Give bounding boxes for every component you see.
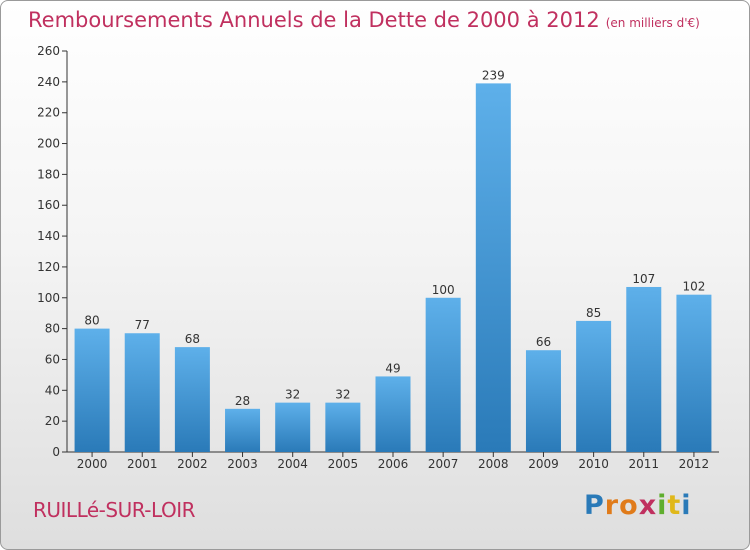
value-label-2012: 102 — [682, 280, 705, 294]
x-tick-label-2008: 2008 — [478, 457, 509, 471]
y-tick-label: 80 — [45, 322, 60, 336]
y-tick-label: 40 — [45, 383, 60, 397]
bar-2001 — [124, 333, 160, 452]
bar-2007 — [425, 297, 461, 452]
y-tick-label: 180 — [37, 167, 60, 181]
value-label-2005: 32 — [335, 388, 350, 402]
x-tick-label-2011: 2011 — [628, 457, 659, 471]
bar-2011 — [626, 286, 662, 452]
x-tick-label-2009: 2009 — [528, 457, 559, 471]
logo-letter: o — [619, 490, 639, 521]
value-label-2000: 80 — [84, 314, 99, 328]
proxiti-logo: Proxiti — [584, 490, 692, 521]
commune-name: RUILLé-SUR-LOIR — [33, 498, 196, 522]
y-tick-label: 220 — [37, 106, 60, 120]
y-tick-label: 260 — [37, 44, 60, 58]
x-tick-label-2003: 2003 — [227, 457, 258, 471]
bar-2009 — [525, 350, 561, 452]
x-tick-label-2004: 2004 — [277, 457, 308, 471]
value-label-2009: 66 — [536, 335, 551, 349]
bar-2006 — [375, 376, 411, 452]
x-tick-label-2001: 2001 — [127, 457, 158, 471]
value-label-2006: 49 — [385, 361, 400, 375]
y-tick-label: 60 — [45, 352, 60, 366]
logo-letter: P — [584, 490, 605, 521]
y-tick-label: 100 — [37, 291, 60, 305]
y-tick-label: 120 — [37, 260, 60, 274]
value-label-2011: 107 — [632, 272, 655, 286]
y-tick-label: 140 — [37, 229, 60, 243]
bar-2010 — [576, 320, 612, 452]
bar-2005 — [325, 402, 361, 452]
title-text: Remboursements Annuels de la Dette de 20… — [28, 8, 600, 32]
value-label-2003: 28 — [235, 394, 250, 408]
y-tick-label: 0 — [52, 445, 60, 459]
bar-2004 — [275, 402, 311, 452]
y-tick-label: 20 — [45, 414, 60, 428]
y-tick-label: 240 — [37, 75, 60, 89]
bars: 80 77 68 28 32 32 49 100 239 66 85 107 102 — [74, 68, 712, 452]
x-tick-label-2005: 2005 — [328, 457, 359, 471]
x-tick-label-2007: 2007 — [428, 457, 459, 471]
bar-2000 — [74, 328, 110, 452]
x-axis: 2000 2001 2002 2003 2004 2005 2006 2007 2008 2009… — [67, 451, 719, 471]
chart-title: Remboursements Annuels de la Dette de 20… — [28, 8, 700, 32]
value-label-2010: 85 — [586, 306, 601, 320]
x-tick-label-2002: 2002 — [177, 457, 208, 471]
bar-2002 — [174, 347, 210, 452]
value-label-2007: 100 — [432, 283, 455, 297]
logo-letter: x — [638, 490, 658, 521]
y-tick-label: 160 — [37, 198, 60, 212]
y-axis: 0 20 40 60 80 100 120 140 160 180 200 220 240 260 — [37, 44, 68, 459]
logo-letter: r — [604, 490, 620, 521]
value-label-2002: 68 — [185, 332, 200, 346]
y-tick-label: 200 — [37, 137, 60, 151]
value-label-2001: 77 — [135, 318, 150, 332]
x-tick-label-2000: 2000 — [77, 457, 108, 471]
logo-letter: i — [681, 490, 692, 521]
bar-2003 — [225, 408, 261, 452]
bar-2008 — [475, 83, 511, 452]
unit-label: (en milliers d'€) — [605, 16, 700, 30]
x-tick-label-2006: 2006 — [378, 457, 409, 471]
bar-2012 — [676, 294, 712, 452]
x-tick-label-2012: 2012 — [679, 457, 710, 471]
logo-letter: i — [657, 490, 668, 521]
logo-letter: t — [667, 490, 682, 521]
value-label-2008: 239 — [482, 68, 505, 82]
x-tick-label-2010: 2010 — [578, 457, 609, 471]
value-label-2004: 32 — [285, 388, 300, 402]
